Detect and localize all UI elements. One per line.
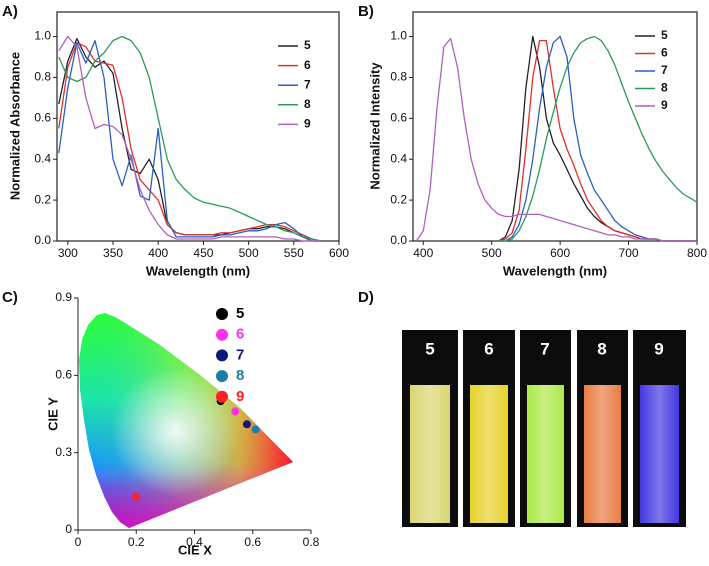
data-line [58,35,322,242]
y-tick-label: 0.9 [55,290,72,304]
data-line [415,37,697,242]
panel-label: C) [2,289,18,306]
x-axis-title: CIE X [178,542,212,557]
x-tick-label: 0.6 [244,535,261,549]
y-tick-label: 0.4 [34,151,51,165]
vial-label: 6 [484,339,493,358]
y-axis-title: CIE Y [45,397,60,431]
x-tick-label: 700 [619,246,639,260]
x-tick-label: 300 [58,246,78,260]
y-tick-label: 0.6 [34,110,51,124]
x-tick-label: 500 [239,246,259,260]
cie-point [132,492,141,501]
legend-label: 6 [236,326,244,343]
plot-frame [56,11,340,242]
data-line [58,35,321,242]
panel-label: A) [2,3,18,20]
y-tick-label: 0.6 [390,110,407,124]
x-tick-label: 550 [284,246,304,260]
y-tick-label: 0.6 [55,368,72,382]
legend-label: 8 [236,367,244,384]
legend-label: 5 [236,305,244,322]
vial-label: 5 [425,339,434,358]
data-line [58,42,322,242]
y-tick-label: 0.8 [390,70,407,84]
legend-label: 5 [304,38,311,52]
x-tick-label: 500 [482,246,502,260]
legend-label: 6 [304,58,311,72]
x-tick-label: 600 [329,246,349,260]
legend-label: 8 [304,97,311,111]
y-tick-label: 0.8 [34,70,51,84]
legend-label: 7 [661,63,668,77]
x-tick-label: 400 [413,246,433,260]
legend-swatch [216,390,228,403]
x-tick-label: 800 [687,246,707,260]
vial-label: 9 [654,339,663,358]
x-tick-label: 0 [75,535,82,549]
x-tick-label: 400 [148,246,168,260]
legend-swatch [216,370,228,383]
cie-point [231,407,240,416]
panel-label: B) [358,3,374,20]
legend-label: 9 [236,388,244,405]
vials: 5 6 7 8 9 [402,330,686,527]
legend-label: 5 [661,28,668,42]
y-tick-label: 1.0 [34,29,51,43]
x-tick-label: 450 [193,246,213,260]
cie-point [251,425,260,434]
x-axis-title: Wavelength (nm) [146,263,250,278]
y-tick-label: 0.0 [390,233,407,247]
y-tick-label: 0 [65,522,72,536]
legend-swatch [216,308,228,320]
panel-label: D) [358,289,374,306]
vial-label: 7 [540,339,549,358]
cie-point [242,420,251,429]
vial-label: 8 [597,339,606,358]
data-line [58,39,321,242]
y-tick-label: 0.3 [55,445,72,459]
legend-label: 7 [304,77,311,91]
legend-label: 9 [304,117,311,131]
y-tick-label: 0.2 [390,192,407,206]
x-tick-label: 0.2 [128,535,145,549]
legend-swatch [216,328,228,341]
cie-gamut [79,313,293,528]
data-line [498,35,698,242]
x-tick-label: 0.8 [303,535,320,549]
y-tick-label: 0.4 [390,151,407,165]
plot-frame [412,11,698,242]
legend-label: 6 [661,46,668,60]
legend-label: 7 [236,346,244,363]
legend-swatch [216,349,228,362]
x-axis-title: Wavelength (nm) [503,263,607,278]
legend-label: 9 [661,98,668,112]
legend-label: 8 [661,81,668,95]
x-tick-label: 0.4 [186,535,203,549]
data-line [58,37,322,242]
x-tick-label: 350 [103,246,123,260]
y-axis-title: Normalized Absorbance [7,52,22,200]
y-tick-label: 0.0 [34,233,51,247]
y-tick-label: 0.2 [34,192,51,206]
y-tick-label: 1.0 [390,29,407,43]
x-tick-label: 600 [550,246,570,260]
y-axis-title: Normalized Intensity [367,62,382,190]
